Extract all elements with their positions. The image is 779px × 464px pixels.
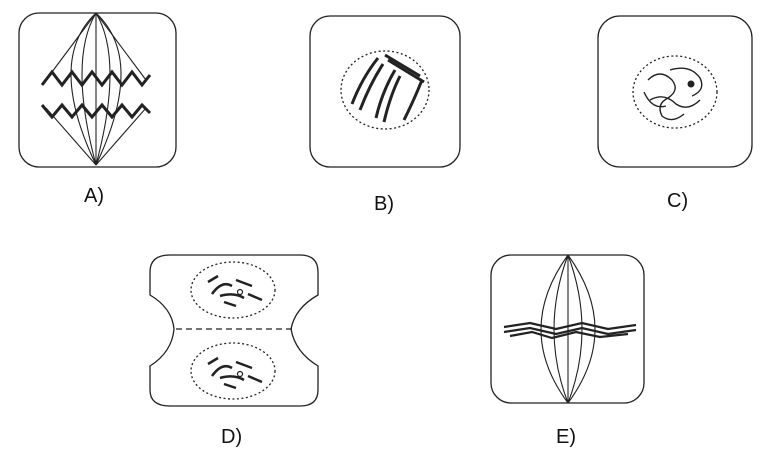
panel-b-cell [309,15,461,168]
panel-e-cell [490,254,645,404]
chromosomes-metaphase-plate [503,321,637,340]
panel-label-d: D) [221,426,243,448]
chromosomes-top [207,274,263,308]
panel-a-cell [18,12,177,168]
panel-label-a: A) [84,185,104,207]
cell-outline [309,15,461,168]
nuclear-envelope-top [190,261,276,319]
panel-c-cell [597,15,753,168]
nuclear-envelope-bottom [190,342,276,400]
spindle-fibers [45,12,147,166]
chromosomes-bottom [207,356,263,390]
panel-label-e: E) [556,426,576,448]
centromere-top [236,288,244,296]
panel-label-b: B) [374,193,394,215]
panel-label-c: C) [667,190,689,212]
cell-outline [597,15,753,168]
cell-outline-pinching [149,254,319,407]
condensed-chromosomes [350,53,425,123]
nucleolus [687,80,695,88]
nuclear-envelope [340,50,430,130]
centromere-bottom [236,370,244,378]
panel-d-cell [149,254,319,407]
chromatin [643,67,703,121]
chromosomes-separating [40,69,152,120]
nuclear-envelope [632,55,718,129]
cell-outline [18,12,177,168]
